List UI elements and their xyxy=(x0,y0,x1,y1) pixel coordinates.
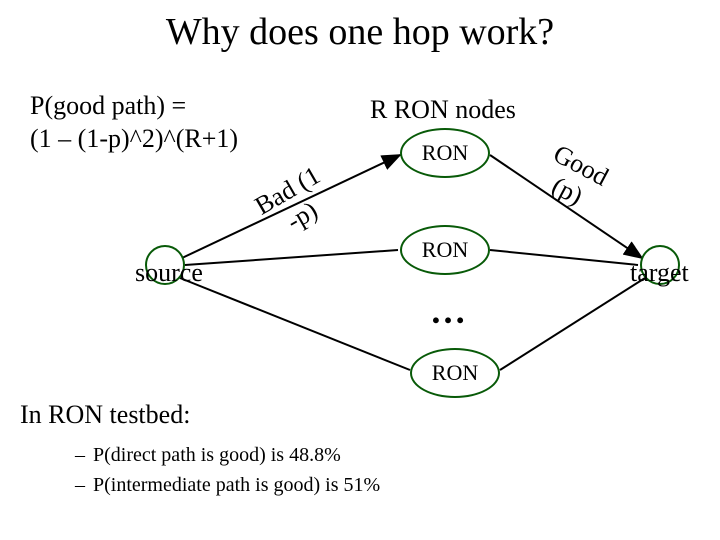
ellipsis-icon: … xyxy=(430,290,470,332)
bullet-2: –P(intermediate path is good) is 51% xyxy=(75,470,380,500)
ron-node-3: RON xyxy=(410,348,500,398)
bullet-1-text: P(direct path is good) is 48.8% xyxy=(93,444,341,466)
slide-root: Why does one hop work? P(good path) = (1… xyxy=(0,0,720,540)
ron-node-1-label: RON xyxy=(422,140,468,166)
ron-node-2-label: RON xyxy=(422,237,468,263)
ron-node-3-label: RON xyxy=(432,360,478,386)
ron-node-2: RON xyxy=(400,225,490,275)
source-label: source xyxy=(135,258,203,288)
bullet-1: –P(direct path is good) is 48.8% xyxy=(75,440,380,470)
testbed-bullets: –P(direct path is good) is 48.8% –P(inte… xyxy=(75,440,380,500)
target-label: target xyxy=(630,258,689,288)
testbed-header: In RON testbed: xyxy=(20,400,190,430)
bullet-2-text: P(intermediate path is good) is 51% xyxy=(93,474,380,496)
ron-node-1: RON xyxy=(400,128,490,178)
